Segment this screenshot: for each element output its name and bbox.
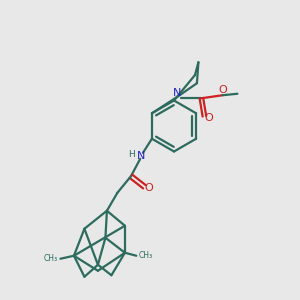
Text: CH₃: CH₃: [139, 251, 153, 260]
Text: O: O: [219, 85, 227, 95]
Text: H: H: [128, 150, 135, 159]
Text: O: O: [145, 183, 153, 193]
Text: CH₃: CH₃: [44, 254, 58, 263]
Text: O: O: [205, 113, 213, 123]
Text: N: N: [137, 151, 146, 161]
Text: N: N: [173, 88, 182, 98]
